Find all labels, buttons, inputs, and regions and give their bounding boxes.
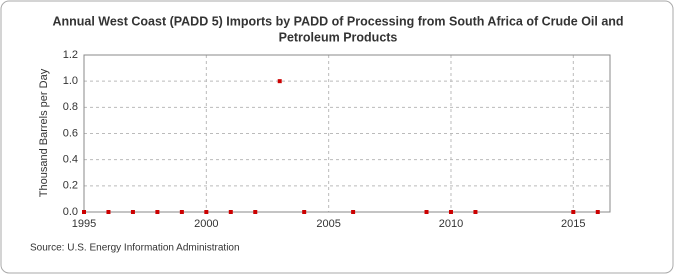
point	[595, 210, 600, 214]
point	[302, 210, 307, 214]
y-tick-label: 0.0	[63, 206, 78, 218]
x-tick-label: 1995	[72, 218, 96, 230]
chart-title: Petroleum Products	[279, 30, 398, 44]
x-tick-label: 2015	[561, 218, 585, 230]
x-tick-label: 2005	[316, 218, 340, 230]
y-axis-label: Thousand Barrels per Day	[38, 68, 50, 197]
y-tick-label: 1.2	[63, 49, 78, 61]
point	[179, 210, 184, 214]
y-tick-label: 0.4	[63, 154, 78, 166]
y-tick-label: 0.8	[63, 101, 78, 113]
point	[155, 210, 160, 214]
point	[424, 210, 429, 214]
y-tick-label: 1.0	[63, 75, 78, 87]
point	[277, 79, 282, 84]
source-note: Source: U.S. Energy Information Administ…	[30, 243, 240, 254]
point	[130, 210, 135, 214]
chart-title: Annual West Coast (PADD 5) Imports by PA…	[52, 14, 623, 28]
point	[473, 210, 478, 214]
point	[253, 210, 258, 214]
point	[448, 210, 453, 214]
point	[228, 210, 233, 214]
point	[571, 210, 576, 214]
y-tick-label: 0.6	[63, 127, 78, 139]
plot-frame	[83, 54, 611, 213]
x-tick-label: 2000	[194, 218, 218, 230]
point	[82, 210, 86, 214]
x-tick-label: 2010	[439, 218, 463, 230]
point	[204, 210, 209, 214]
point	[106, 210, 111, 214]
point	[351, 210, 356, 214]
y-tick-label: 0.2	[63, 180, 78, 192]
